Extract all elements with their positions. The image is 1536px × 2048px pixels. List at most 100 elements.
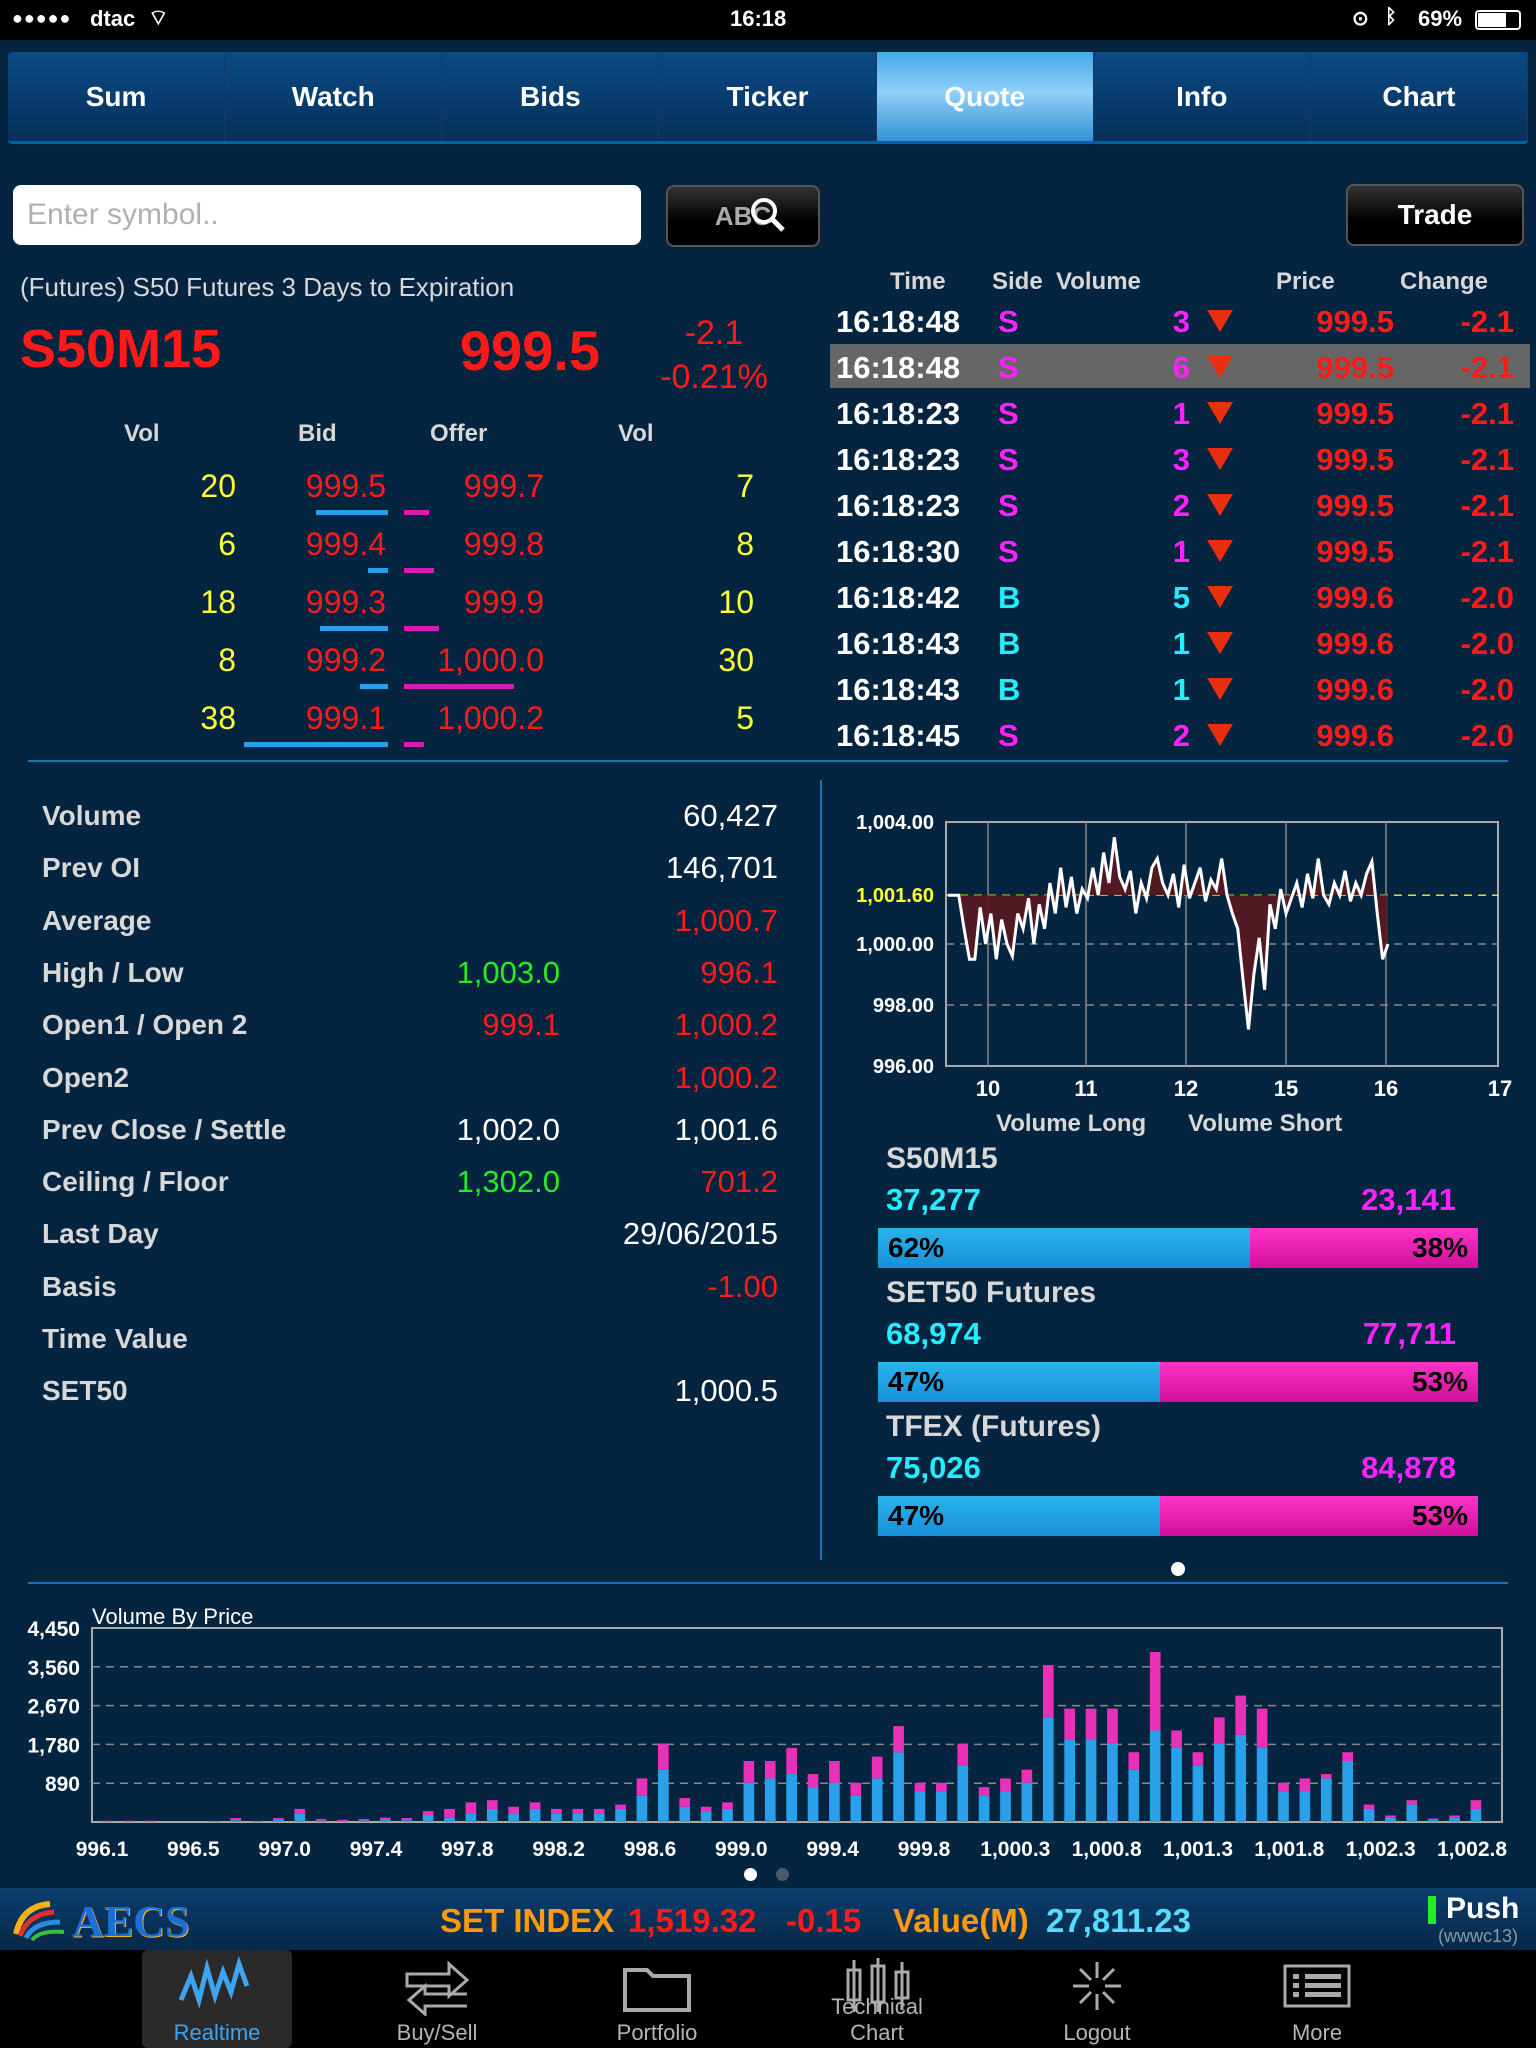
stat-label: Open2: [42, 1061, 130, 1093]
nav-buy-sell-label: Buy/Sell: [396, 2020, 478, 2045]
stat-label: Prev OI: [42, 852, 141, 884]
trade-side: S: [998, 488, 1019, 523]
trade-row[interactable]: 16:18:30 S 1 999.5 -2.1: [830, 528, 1530, 572]
volume-bar-long: [829, 1782, 840, 1822]
volume-bar-long: [465, 1813, 477, 1822]
intraday-price-chart: 1,004.00 1,001.60 1,000.00 998.00 996.00 10 11…: [856, 812, 1512, 1100]
trade-price: 999.5: [1316, 534, 1394, 569]
page-dot-active[interactable]: [1171, 1562, 1185, 1576]
orderbook-row[interactable]: 38 999.1 1,000.2 5: [0, 700, 820, 747]
volume-bar-long: [380, 1819, 391, 1822]
trade-volume: 2: [1172, 718, 1190, 753]
volume-bar-short: [486, 1800, 498, 1809]
volume-bar-short: [315, 1818, 327, 1821]
trade-row[interactable]: 16:18:43 B 1 999.6 -2.0: [830, 666, 1530, 710]
stat-value-2: 1,001.6: [674, 1111, 778, 1147]
volume-bar-long: [679, 1806, 691, 1822]
trade-row[interactable]: 16:18:23 S 1 999.5 -2.1: [830, 390, 1530, 434]
volume-bar-long: [123, 1821, 135, 1822]
trade-row[interactable]: 16:18:23 S 3 999.5 -2.1: [830, 436, 1530, 480]
trade-change: -2.0: [1460, 718, 1514, 753]
trade-row[interactable]: 16:18:45 S 2 999.6 -2.0: [830, 712, 1530, 756]
trade-button[interactable]: Trade: [1346, 184, 1524, 246]
x-tick-label: 15: [1274, 1076, 1298, 1100]
nav-realtime[interactable]: Realtime: [142, 1950, 292, 2048]
stat-label: Open1 / Open 2: [42, 1009, 248, 1041]
tab-ticker[interactable]: Ticker: [659, 52, 877, 141]
volume-bar-short: [1042, 1665, 1054, 1718]
stat-value-2: 29/06/2015: [622, 1216, 778, 1252]
trade-row[interactable]: 16:18:48 S 3 999.5 -2.1: [830, 298, 1530, 342]
nav-buy-sell[interactable]: Buy/Sell: [362, 1950, 512, 2048]
nav-more-label: More: [1291, 2020, 1343, 2045]
volume-bar-long: [422, 1815, 434, 1822]
volume-bar-short: [1149, 1651, 1161, 1731]
trade-row[interactable]: 16:18:48 S 6 999.5 -2.1: [830, 344, 1530, 388]
volume-bar-long: [914, 1791, 926, 1822]
contract-description: (Futures) S50 Futures 3 Days to Expirati…: [20, 272, 515, 302]
stat-value-2: 1,000.5: [674, 1373, 778, 1409]
tab-bids[interactable]: Bids: [442, 52, 660, 141]
market-info-bar: AECS SET INDEX 1,519.32 -0.15 Value(M) 2…: [0, 1888, 1536, 1950]
tab-watch[interactable]: Watch: [225, 52, 443, 141]
legend-short: Volume Short: [1188, 1110, 1343, 1137]
long-volume: 68,974: [886, 1316, 981, 1351]
orderbook-row[interactable]: 6 999.4 999.8 8: [0, 526, 820, 573]
trade-row[interactable]: 16:18:23 S 2 999.5 -2.1: [830, 482, 1530, 526]
x-tick-label: 999.0: [715, 1838, 768, 1861]
volume-bar-short: [658, 1743, 669, 1770]
volume-bar-long: [1064, 1739, 1075, 1822]
y-tick-label: 1,004.00: [856, 812, 934, 834]
symbol-input[interactable]: [13, 185, 641, 245]
volume-bar-long: [1470, 1808, 1482, 1822]
nav-logout[interactable]: Logout: [1022, 1950, 1172, 2048]
symbol-search-button[interactable]: ABC: [666, 185, 820, 247]
y-tick-label: 2,670: [27, 1696, 80, 1719]
tab-sum[interactable]: Sum: [8, 52, 226, 141]
volume-bar-short: [936, 1782, 947, 1792]
volume-bar-long: [444, 1817, 455, 1822]
volume-bar-long: [1449, 1817, 1460, 1822]
volume-bar-long: [1149, 1730, 1161, 1822]
offer-depth-bar: [404, 742, 424, 747]
x-tick-label: 999.8: [898, 1838, 951, 1861]
x-tick-label: 1,000.3: [980, 1838, 1050, 1861]
divider: [28, 760, 1508, 762]
volume-bar-long: [1406, 1804, 1418, 1822]
volume-bar-short: [1214, 1717, 1225, 1744]
volume-bar-short: [572, 1808, 584, 1814]
page-dot-active[interactable]: [744, 1868, 757, 1881]
volume-bar-long: [700, 1811, 712, 1822]
trade-row[interactable]: 16:18:43 B 1 999.6 -2.0: [830, 620, 1530, 664]
page-dot[interactable]: [776, 1868, 789, 1881]
x-tick-label: 1,001.3: [1163, 1838, 1233, 1861]
lock-rotation-icon: ⊙: [1352, 8, 1369, 30]
nav-logout-label: Logout: [1063, 2020, 1131, 2045]
trade-volume: 1: [1172, 672, 1190, 707]
trade-row[interactable]: 16:18:42 B 5 999.6 -2.0: [830, 574, 1530, 618]
bid-depth-bar: [244, 742, 388, 747]
nav-portfolio[interactable]: Portfolio: [582, 1950, 732, 2048]
nav-technical-chart[interactable]: Technical Chart: [802, 1950, 954, 2048]
trade-volume: 3: [1172, 442, 1190, 477]
trade-price: 999.5: [1316, 442, 1394, 477]
tab-quote[interactable]: Quote: [876, 52, 1094, 141]
trade-side: S: [998, 718, 1019, 753]
orderbook-row[interactable]: 20 999.5 999.7 7: [0, 468, 820, 515]
down-arrow-icon: [1207, 356, 1233, 378]
orderbook-row[interactable]: 8 999.2 1,000.0 30: [0, 642, 820, 689]
orderbook-row[interactable]: 18 999.3 999.9 10: [0, 584, 820, 631]
offer-volume: 7: [736, 468, 754, 504]
tab-info[interactable]: Info: [1094, 52, 1311, 141]
offer-depth-bar: [404, 568, 434, 573]
x-tick-label: 997.8: [441, 1838, 494, 1861]
volume-bar-short: [551, 1808, 562, 1814]
aecs-logo: AECS: [72, 1897, 190, 1946]
tab-chart[interactable]: Chart: [1311, 52, 1528, 141]
x-tick-label: 998.2: [532, 1838, 585, 1861]
trade-change: -2.0: [1460, 626, 1514, 661]
trade-time: 16:18:48: [836, 304, 961, 339]
trade-side: B: [998, 626, 1021, 661]
volume-bar-long: [1171, 1747, 1182, 1822]
nav-more[interactable]: More: [1242, 1950, 1392, 2048]
